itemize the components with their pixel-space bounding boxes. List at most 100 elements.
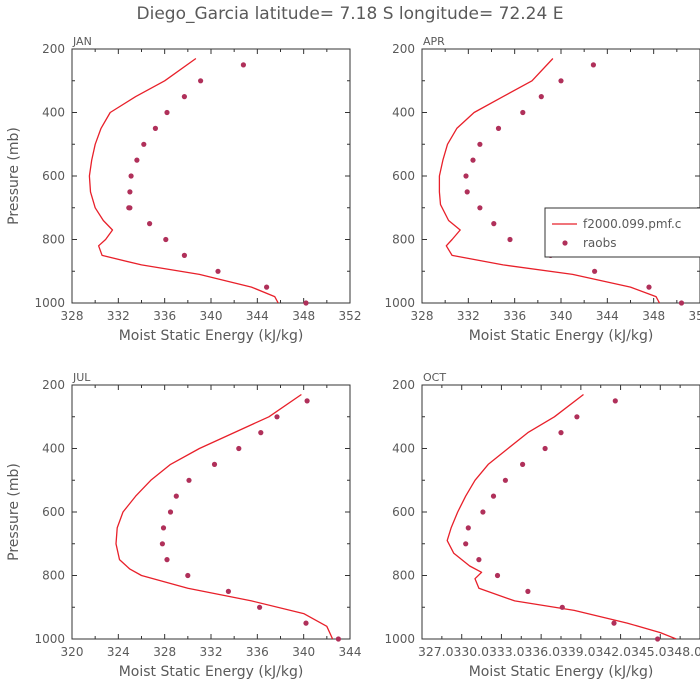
data-point-raobs <box>304 398 310 404</box>
y-tick-label: 600 <box>42 169 65 183</box>
x-tick-label: 352 <box>689 309 700 323</box>
y-axis-title: Pressure (mb) <box>6 127 22 225</box>
data-point-raobs <box>141 141 147 147</box>
x-tick-label: 328 <box>61 309 84 323</box>
data-point-raobs <box>525 588 531 595</box>
data-point-raobs <box>134 157 140 163</box>
data-point-raobs <box>236 445 242 452</box>
data-point-raobs <box>186 477 192 483</box>
panel-label: JAN <box>72 35 92 48</box>
x-tick-label: 328 <box>411 309 434 323</box>
data-point-raobs <box>502 477 508 483</box>
data-point-raobs <box>611 620 617 626</box>
x-tick-labels: 327.0330.0333.0336.0339.0342.0345.0348.0 <box>418 645 700 659</box>
plot-frame <box>71 48 351 304</box>
data-point-raobs <box>490 493 497 499</box>
data-point-raobs <box>167 509 174 515</box>
data-point-raobs <box>211 461 218 467</box>
data-point-raobs <box>258 430 264 436</box>
y-tick-label: 1000 <box>384 296 415 310</box>
y-tick-label: 200 <box>392 42 415 56</box>
data-point-raobs <box>126 205 132 211</box>
x-tick-label: 332 <box>107 309 130 323</box>
panel-label: OCT <box>423 371 446 384</box>
x-tick-label: 332 <box>457 309 480 323</box>
data-point-raobs <box>590 62 597 68</box>
x-tick-label: 324 <box>107 645 130 659</box>
data-point-raobs <box>127 189 133 195</box>
plot-frame <box>421 384 700 640</box>
y-tick-label: 600 <box>392 169 415 183</box>
x-axis-title: Moist Static Energy (kJ/kg) <box>469 664 654 680</box>
data-point-raobs <box>225 588 231 595</box>
data-point-raobs <box>655 636 661 642</box>
x-tick-label: 352 <box>339 309 362 323</box>
x-tick-label: 344 <box>246 309 269 323</box>
series-line-model <box>88 57 279 303</box>
data-point-raobs <box>152 125 158 131</box>
y-tick-label: 1000 <box>34 632 65 646</box>
data-point-raobs <box>159 541 165 547</box>
data-point-raobs <box>181 252 187 258</box>
y-tick-label: 200 <box>42 42 65 56</box>
y-tick-label: 800 <box>392 569 415 583</box>
data-point-raobs <box>476 557 482 563</box>
y-tick-label: 600 <box>42 505 65 519</box>
data-point-raobs <box>128 173 134 179</box>
data-point-raobs <box>147 221 153 227</box>
data-point-raobs <box>264 284 270 290</box>
plot-area <box>438 58 661 303</box>
data-point-raobs <box>303 620 309 626</box>
y-tick-label: 800 <box>42 569 65 583</box>
panel-jan: JAN 328 332 336 340 344 348 352 200 400 600 800 1000… <box>6 35 361 344</box>
y-tick-label: 400 <box>42 106 65 120</box>
data-point-raobs <box>164 557 170 563</box>
panel-jul: JUL 320 324 328 332 336 340 344 200 400 600 800 1000… <box>6 371 361 680</box>
panel-label: APR <box>423 35 445 48</box>
panels-group: JAN 328 332 336 340 344 348 352 200 400 600 800 1000… <box>6 35 700 680</box>
x-tick-label: 336 <box>246 645 269 659</box>
data-point-raobs <box>464 189 470 195</box>
data-point-raobs <box>646 284 652 290</box>
data-point-raobs <box>303 300 309 306</box>
x-tick-label: 348 <box>292 309 315 323</box>
data-point-raobs <box>185 572 191 579</box>
y-tick-label: 200 <box>42 378 65 392</box>
data-point-raobs <box>538 94 544 100</box>
data-point-raobs <box>507 236 513 243</box>
data-point-raobs <box>173 493 179 499</box>
data-point-raobs <box>558 78 564 84</box>
data-point-raobs <box>491 221 497 227</box>
data-point-raobs <box>463 541 469 547</box>
data-point-raobs <box>574 414 580 420</box>
x-tick-label: 340 <box>292 645 315 659</box>
x-tick-label: 348 <box>642 309 665 323</box>
x-tick-label: 328 <box>153 645 176 659</box>
panel-label: JUL <box>72 371 91 384</box>
data-point-raobs <box>470 157 476 163</box>
legend-label-model: f2000.099.pmf.c <box>583 217 681 231</box>
data-point-raobs <box>495 125 502 131</box>
data-point-raobs <box>558 430 564 436</box>
data-point-raobs <box>274 414 280 420</box>
data-point-raobs <box>612 398 618 404</box>
x-axis-title: Moist Static Energy (kJ/kg) <box>119 328 304 344</box>
data-point-raobs <box>520 461 526 467</box>
x-axis-title: Moist Static Energy (kJ/kg) <box>119 664 304 680</box>
plot-area <box>88 57 279 303</box>
y-tick-label: 1000 <box>34 296 65 310</box>
x-tick-label: 336 <box>503 309 526 323</box>
panel-apr: APR 328 332 336 340 344 348 352 200 400 600 800 1000… <box>384 35 700 344</box>
data-point-raobs <box>240 62 246 68</box>
data-point-raobs <box>559 604 565 610</box>
x-tick-label: 344 <box>596 309 619 323</box>
x-tick-label: 332 <box>200 645 223 659</box>
data-point-raobs <box>480 509 486 515</box>
x-axis-title: Moist Static Energy (kJ/kg) <box>469 328 654 344</box>
x-tick-label: 340 <box>550 309 573 323</box>
data-point-raobs <box>335 636 341 642</box>
legend: f2000.099.pmf.c raobs <box>544 207 700 258</box>
panel-oct: OCT 327.0330.0333.0336.0339.0342.0345.034… <box>384 371 700 680</box>
data-point-raobs <box>164 109 170 116</box>
